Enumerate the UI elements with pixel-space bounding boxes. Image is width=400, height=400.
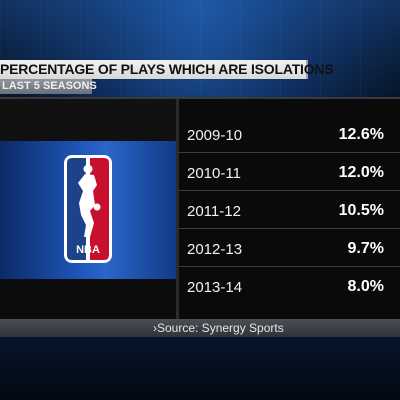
footer-strip — [0, 337, 400, 400]
source-text: ›Source: Synergy Sports — [153, 321, 284, 335]
season-rows: 2009-10 12.6% 2010-11 12.0% 2011-12 10.5% 2012… — [179, 115, 400, 305]
logo-text: NBA — [76, 244, 100, 256]
logo-area: NBA — [0, 99, 176, 321]
table-row: 2013-14 8.0% — [179, 267, 400, 305]
data-board: NBA 2009-10 12.6% 2010-11 12.0% 2011-12 10.5%… — [0, 97, 400, 321]
season-label: 2013-14 — [187, 279, 243, 296]
chart-title: PERCENTAGE OF PLAYS WHICH ARE ISOLATIONS — [0, 61, 334, 77]
column-divider — [176, 99, 179, 321]
table-row: 2012-13 9.7% — [179, 229, 400, 267]
season-label: 2009-10 — [187, 127, 243, 144]
title-bar: PERCENTAGE OF PLAYS WHICH ARE ISOLATIONS — [0, 60, 334, 79]
isolation-percentage: 12.0% — [338, 164, 384, 181]
isolation-percentage: 9.7% — [347, 240, 384, 257]
table-row: 2010-11 12.0% — [179, 153, 400, 191]
table-row: 2011-12 10.5% — [179, 191, 400, 229]
subtitle-bar: LAST 5 SEASONS — [0, 79, 97, 94]
table-row: 2009-10 12.6% — [179, 115, 400, 153]
isolation-percentage: 8.0% — [347, 278, 384, 295]
chart-subtitle: LAST 5 SEASONS — [2, 80, 97, 92]
season-label: 2011-12 — [187, 203, 241, 220]
nba-logo-icon: NBA — [64, 155, 112, 263]
source-bar: ›Source: Synergy Sports — [0, 319, 400, 337]
nba-logo-svg: NBA — [64, 155, 112, 263]
season-label: 2010-11 — [187, 165, 241, 182]
season-label: 2012-13 — [187, 241, 243, 258]
isolation-percentage: 12.6% — [338, 126, 384, 143]
isolation-percentage: 10.5% — [338, 202, 384, 219]
